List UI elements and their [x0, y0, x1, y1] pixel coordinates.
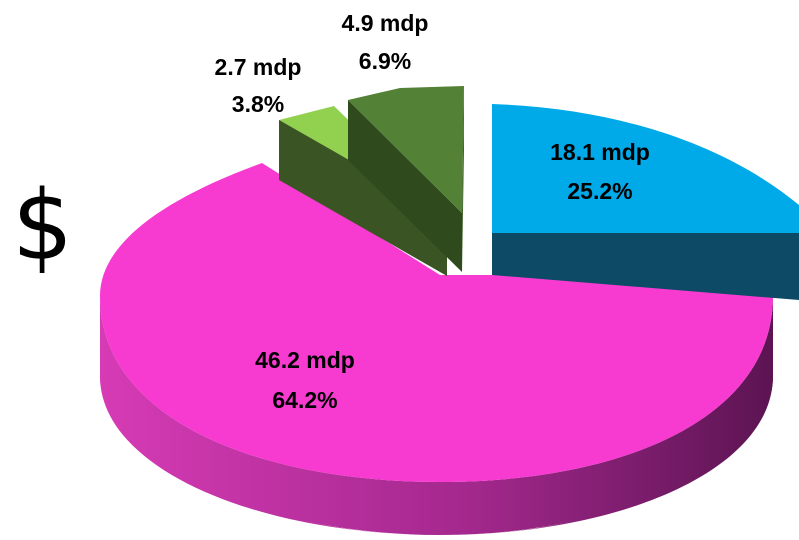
- slice-label-3-value: 18.1 mdp: [550, 139, 650, 165]
- slice-label-3-percent: 25.2%: [567, 178, 632, 204]
- currency-symbol: $: [12, 170, 74, 282]
- slice-label-2-percent: 6.9%: [359, 48, 411, 74]
- slice-label-1-value: 2.7 mdp: [215, 54, 302, 80]
- slice-label-2-value: 4.9 mdp: [342, 10, 429, 36]
- slice-label-1-percent: 3.8%: [232, 91, 284, 117]
- slice-label-0-value: 46.2 mdp: [255, 347, 355, 373]
- pie-slice-0: [100, 163, 773, 535]
- pie-slice-2: [348, 86, 464, 272]
- pie-slice-3: [492, 104, 799, 300]
- slice-label-0-percent: 64.2%: [272, 387, 337, 413]
